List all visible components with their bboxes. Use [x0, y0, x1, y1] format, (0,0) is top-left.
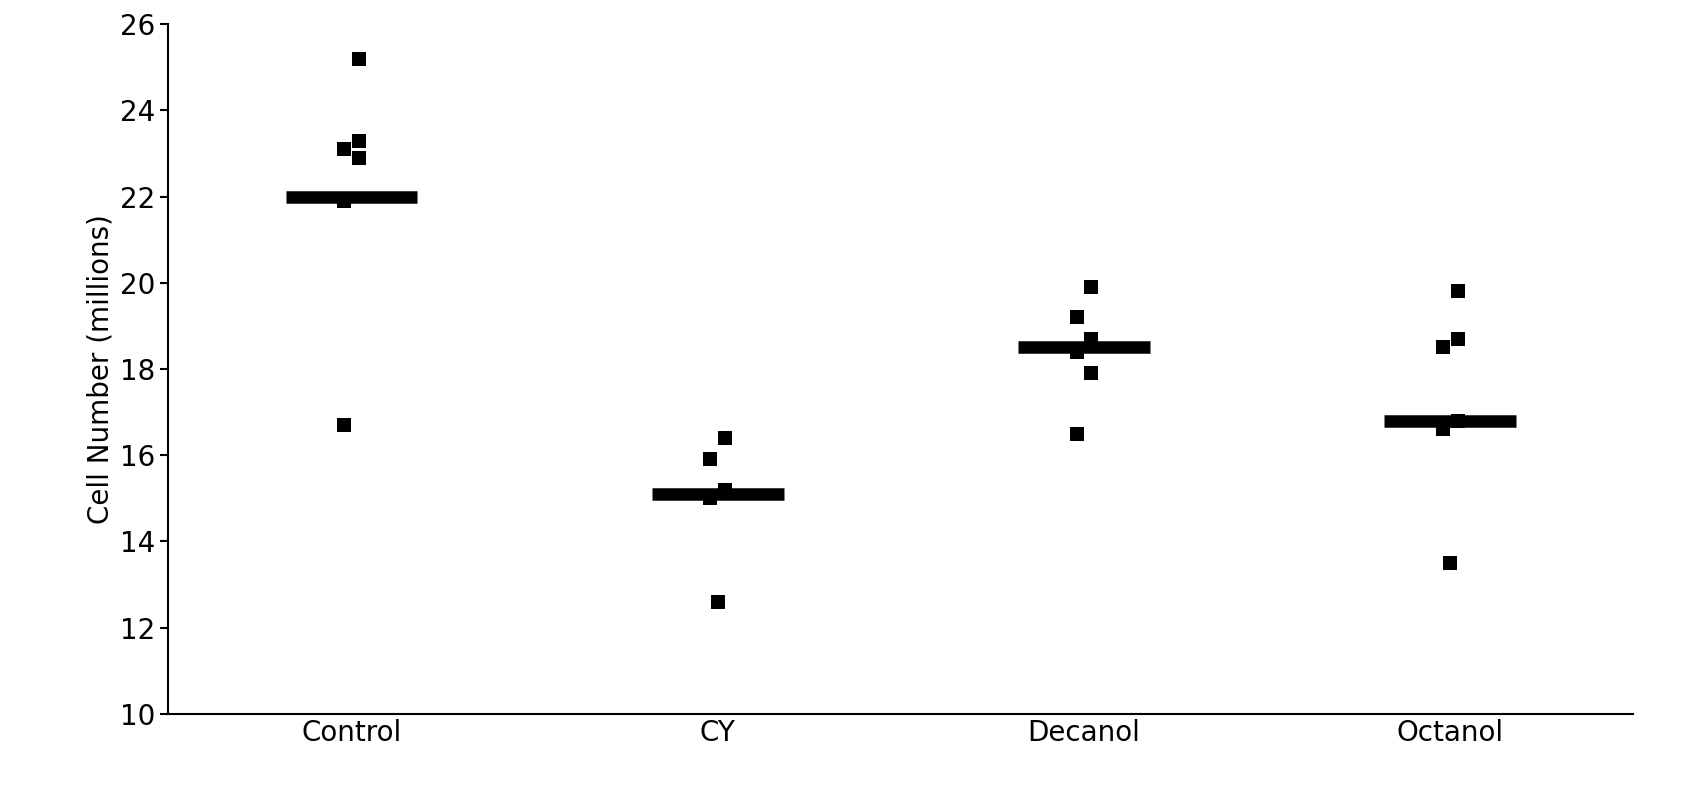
Point: [345, 134, 372, 147]
Point: [1063, 311, 1090, 324]
Point: [712, 431, 739, 444]
Point: [1078, 333, 1105, 345]
Point: [1445, 285, 1472, 298]
Point: [345, 152, 372, 165]
Point: [1063, 427, 1090, 440]
Point: [712, 483, 739, 496]
Y-axis label: Cell Number (millions): Cell Number (millions): [86, 214, 115, 524]
Point: [345, 52, 372, 66]
Point: [1436, 556, 1463, 569]
Point: [1078, 281, 1105, 294]
Point: [330, 418, 357, 431]
Point: [1430, 423, 1457, 436]
Point: [1430, 341, 1457, 354]
Point: [1445, 414, 1472, 427]
Point: [704, 595, 731, 608]
Point: [697, 491, 724, 504]
Point: [1078, 367, 1105, 380]
Point: [330, 143, 357, 156]
Point: [1445, 333, 1472, 345]
Point: [1063, 345, 1090, 358]
Point: [330, 195, 357, 208]
Point: [697, 453, 724, 466]
